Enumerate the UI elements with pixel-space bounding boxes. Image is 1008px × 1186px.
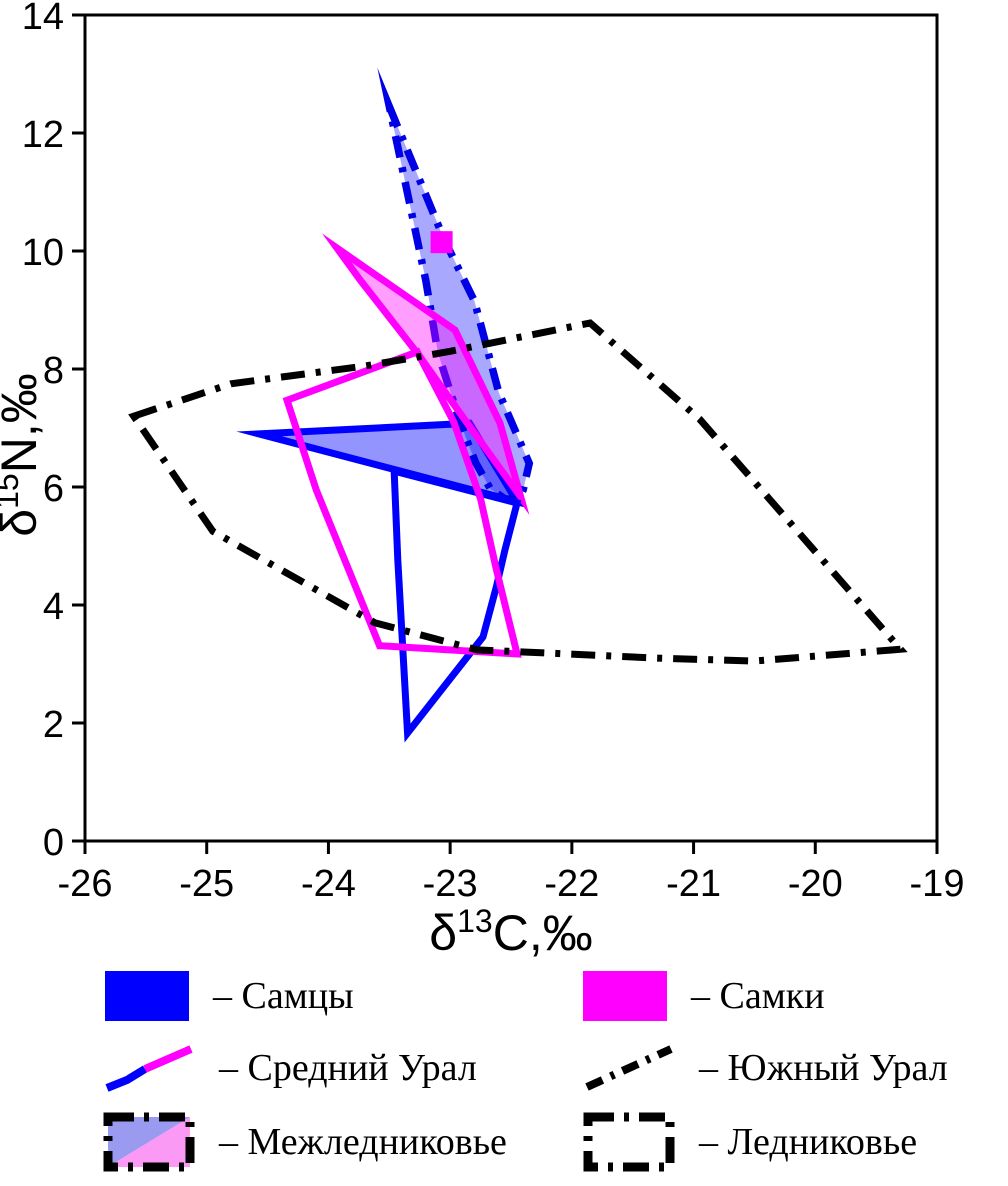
y-tick-label: 14 <box>22 0 64 38</box>
legend-label-males: – Самцы <box>213 975 354 1017</box>
axis-ticks: -26 -25 -24 -23 -22 -21 -20 -19 0 2 4 6 8 10 12 14 <box>22 0 965 905</box>
y-tick-label: 2 <box>43 704 64 746</box>
legend-label-south-ural: – Южный Урал <box>699 1047 948 1089</box>
y-tick-label: 4 <box>43 586 64 628</box>
plot-shapes <box>128 67 908 743</box>
males-middle-ural-glacial-polygon <box>390 466 522 743</box>
legend-item-middle-ural: – Средний Урал <box>103 1038 477 1098</box>
y-tick-label: 8 <box>43 350 64 392</box>
legend-label-interglacial: – Межледниковье <box>219 1121 507 1163</box>
legend-item-males: – Самцы <box>105 966 354 1026</box>
y-tick-label: 0 <box>43 822 64 864</box>
legend-item-south-ural: – Южный Урал <box>583 1038 948 1098</box>
legend-label-middle-ural: – Средний Урал <box>219 1047 477 1089</box>
x-tick-label: -19 <box>910 863 965 905</box>
legend-item-females: – Самки <box>583 966 825 1026</box>
legend-item-glacial: – Ледниковье <box>583 1112 917 1172</box>
legend-empty-box-icon <box>583 1112 675 1172</box>
legend-dashdot-line-icon <box>585 1045 673 1091</box>
x-tick-label: -25 <box>179 863 234 905</box>
females-middle-ural-interglacial-polygon <box>321 233 530 515</box>
x-tick-label: -22 <box>544 863 599 905</box>
x-axis-label: δ13C,‰ <box>429 903 592 960</box>
x-tick-label: -23 <box>423 863 478 905</box>
female-point-marker <box>430 231 453 254</box>
x-tick-label: -24 <box>301 863 356 905</box>
y-tick-label: 6 <box>43 468 64 510</box>
isotope-chart: -26 -25 -24 -23 -22 -21 -20 -19 0 2 4 6 8 10 12 14 δ13C… <box>0 0 965 961</box>
x-tick-label: -26 <box>58 863 113 905</box>
x-tick-label: -20 <box>788 863 843 905</box>
legend-filled-box-icon <box>103 1112 195 1172</box>
south-ural-glacial-polygon <box>128 319 908 665</box>
y-tick-label: 12 <box>22 114 64 156</box>
legend-two-color-line-icon <box>105 1045 193 1092</box>
legend-item-interglacial: – Межледниковье <box>103 1112 507 1172</box>
legend-label-females: – Самки <box>691 975 825 1017</box>
y-axis-label: δ15N,‰ <box>0 373 47 536</box>
legend-label-glacial: – Ледниковье <box>699 1121 918 1163</box>
legend-swatch-males-icon <box>105 971 189 1021</box>
legend-swatch-females-icon <box>583 971 667 1021</box>
x-tick-label: -21 <box>666 863 721 905</box>
females-middle-ural-glacial-polygon <box>282 347 522 658</box>
plot-frame <box>83 13 939 843</box>
y-tick-label: 10 <box>22 232 64 274</box>
